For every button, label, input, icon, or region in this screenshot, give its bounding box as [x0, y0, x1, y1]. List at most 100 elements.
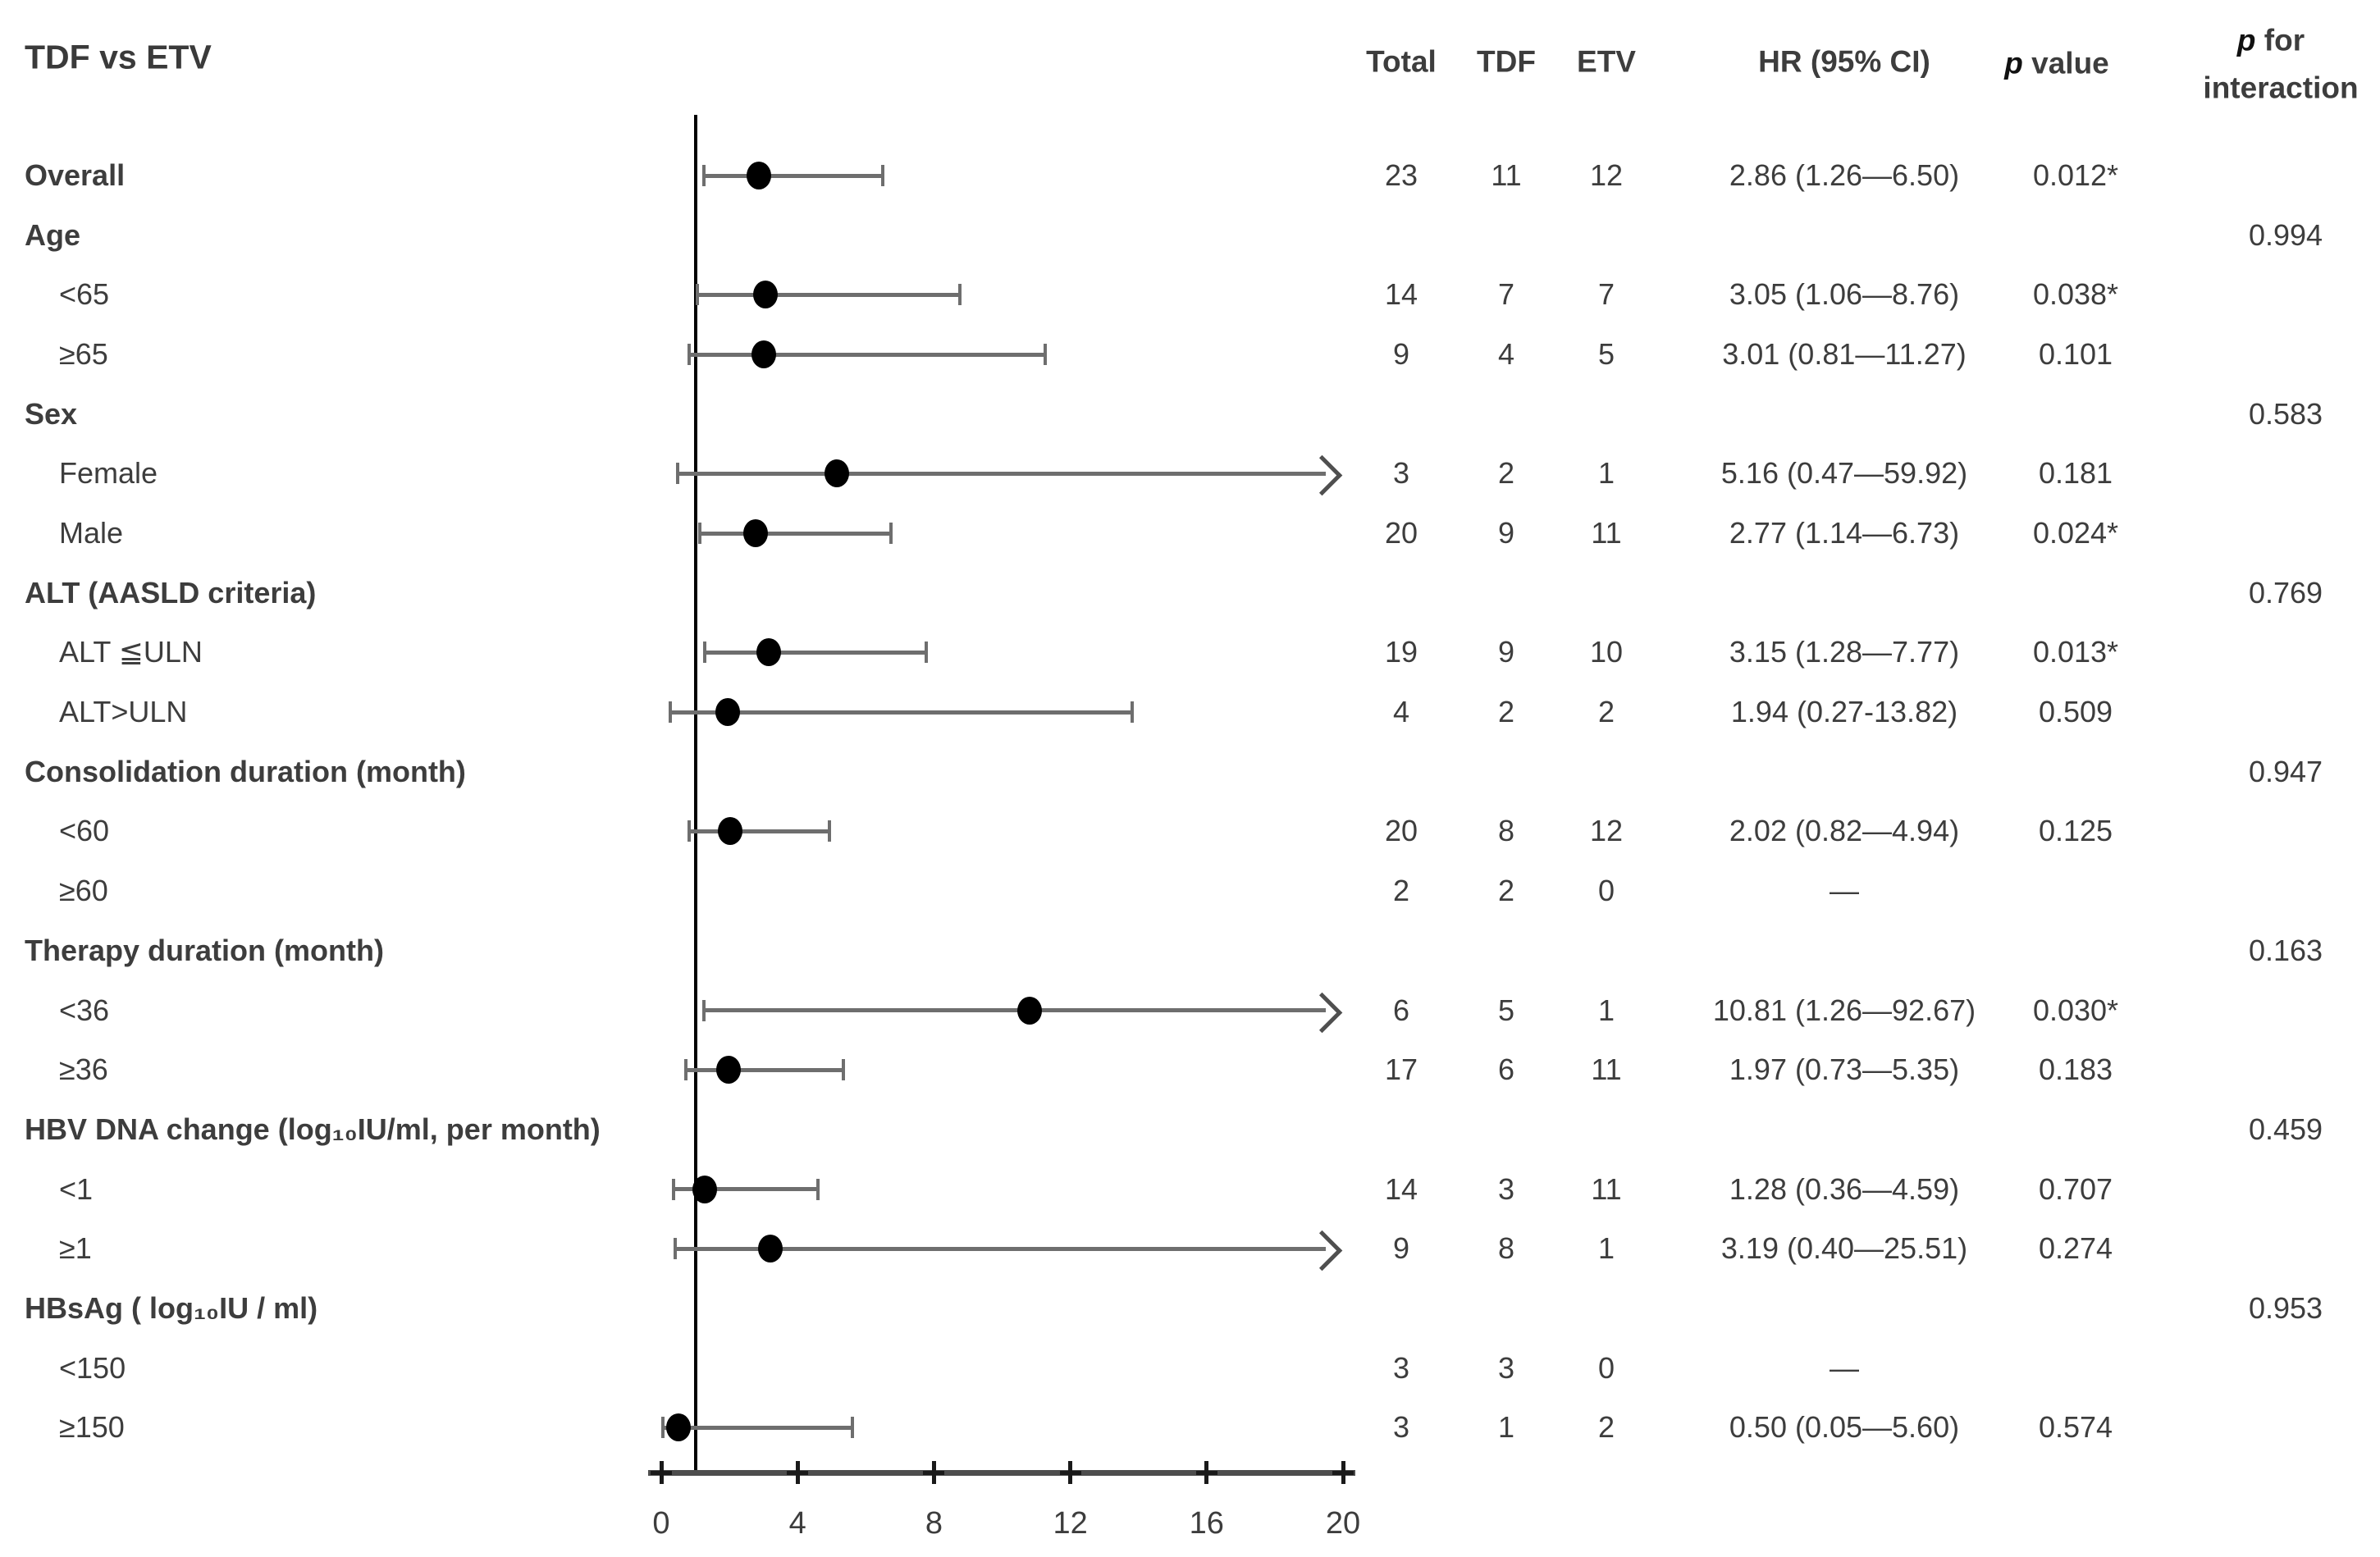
cell-p-value: 0.101	[2038, 337, 2113, 372]
ci-cap-left	[703, 642, 707, 664]
cell-etv: 1	[1597, 993, 1615, 1027]
cell-tdf: 1	[1497, 1410, 1515, 1445]
row-label: ≥65	[59, 337, 108, 372]
axis-tick-label: 20	[1325, 1506, 1361, 1541]
cell-total: 4	[1392, 695, 1410, 729]
hr-marker	[752, 281, 778, 309]
ci-cap-left	[675, 463, 679, 485]
ci-cap-left	[702, 999, 706, 1021]
cell-tdf: 9	[1497, 635, 1515, 669]
axis-tick	[1195, 1470, 1217, 1475]
cell-total: 3	[1392, 456, 1410, 491]
cell-etv: 1	[1597, 456, 1615, 491]
cell-total: 17	[1384, 1052, 1418, 1087]
cell-p-value: 0.574	[2038, 1410, 2113, 1445]
cell-hr: 2.02 (0.82—4.94)	[1729, 814, 1960, 848]
axis-tick-label: 0	[652, 1506, 670, 1541]
hr-marker	[715, 1056, 741, 1084]
axis-tick-label: 8	[925, 1506, 943, 1541]
row-label: ≥36	[59, 1052, 108, 1087]
p-italic: p	[2004, 46, 2023, 80]
cell-etv: 1	[1597, 1231, 1615, 1266]
cell-hr: 3.05 (1.06—8.76)	[1729, 277, 1960, 312]
ci-bar	[674, 1246, 1326, 1251]
row-label: Male	[59, 516, 124, 550]
row-label: <36	[59, 993, 110, 1027]
cell-tdf: 8	[1497, 814, 1515, 848]
row-label: ≥60	[59, 874, 108, 908]
axis-tick-label: 4	[788, 1506, 806, 1541]
axis-tick	[923, 1470, 945, 1475]
ci-bar	[663, 1425, 852, 1430]
hr-marker	[715, 698, 740, 727]
cell-p-interaction: 0.459	[2248, 1112, 2323, 1147]
row-label: ALT ≦ULN	[59, 635, 203, 669]
axis-tick	[787, 1470, 809, 1475]
cell-p-interaction: 0.583	[2248, 396, 2323, 431]
cell-hr: —	[1830, 874, 1859, 908]
cell-etv: 12	[1589, 814, 1624, 848]
cell-etv: 2	[1597, 695, 1615, 729]
cell-etv: 10	[1589, 635, 1624, 669]
row-label: ALT (AASLD criteria)	[25, 575, 317, 610]
ci-cap-left	[684, 1059, 688, 1081]
ci-cap-left	[661, 1417, 665, 1439]
cell-etv: 7	[1597, 277, 1615, 312]
column-header-etv: ETV	[1577, 44, 1636, 79]
hr-marker	[746, 162, 771, 189]
row-label: Sex	[25, 396, 78, 431]
hr-marker	[692, 1175, 718, 1203]
cell-tdf: 11	[1491, 158, 1522, 193]
axis-tick	[1332, 1470, 1354, 1475]
cell-p-value: 0.038*	[2032, 277, 2119, 312]
axis-tick-label: 12	[1053, 1506, 1088, 1541]
cell-total: 20	[1384, 516, 1418, 550]
cell-hr: 2.86 (1.26—6.50)	[1729, 158, 1960, 193]
cell-p-value: 0.125	[2038, 814, 2113, 848]
cell-total: 3	[1392, 1410, 1410, 1445]
x-axis	[648, 1469, 1355, 1476]
cell-hr: 10.81 (1.26—92.67)	[1712, 993, 1976, 1027]
cell-total: 14	[1384, 277, 1418, 312]
cell-hr: 1.28 (0.36—4.59)	[1729, 1171, 1960, 1206]
cell-etv: 2	[1597, 1410, 1615, 1445]
ci-cap-right	[889, 523, 893, 545]
ci-bar	[670, 710, 1133, 715]
hr-marker	[751, 340, 777, 369]
ci-cap-right	[881, 165, 885, 186]
cell-etv: 11	[1591, 1171, 1622, 1206]
ci-arrow-right	[1301, 1230, 1343, 1272]
row-label: Overall	[25, 158, 126, 192]
column-header-p-value: p value	[2004, 46, 2109, 81]
cell-p-value: 0.707	[2038, 1171, 2113, 1206]
row-label: Consolidation duration (month)	[25, 754, 466, 788]
row-label: HBV DNA change (log₁₀IU/ml, per month)	[25, 1112, 601, 1146]
hr-marker	[757, 1235, 783, 1263]
hr-marker	[756, 638, 781, 667]
cell-p-value: 0.274	[2038, 1231, 2113, 1266]
axis-tick	[651, 1470, 672, 1475]
p-italic: p	[2236, 23, 2256, 57]
ci-bar	[673, 1187, 818, 1192]
cell-p-value: 0.013*	[2032, 635, 2119, 669]
cell-tdf: 2	[1497, 695, 1515, 729]
ci-cap-right	[815, 1178, 820, 1200]
cell-tdf: 5	[1497, 993, 1515, 1027]
cell-hr: 2.77 (1.14—6.73)	[1729, 516, 1960, 550]
ci-cap-left	[688, 820, 692, 842]
ci-cap-right	[842, 1059, 846, 1081]
cell-p-interaction: 0.953	[2248, 1291, 2323, 1326]
hr-marker	[665, 1413, 691, 1442]
page-title: TDF vs ETV	[25, 38, 212, 76]
cell-tdf: 3	[1497, 1171, 1515, 1206]
cell-hr: —	[1830, 1350, 1859, 1385]
row-label: <65	[59, 277, 110, 312]
cell-hr: 1.94 (0.27-13.82)	[1730, 695, 1958, 729]
ci-bar	[686, 1067, 844, 1072]
cell-tdf: 8	[1497, 1231, 1515, 1266]
cell-p-value: 0.024*	[2032, 516, 2119, 550]
ci-arrow-right	[1301, 992, 1343, 1033]
cell-total: 2	[1392, 874, 1410, 908]
ci-cap-left	[698, 523, 702, 545]
